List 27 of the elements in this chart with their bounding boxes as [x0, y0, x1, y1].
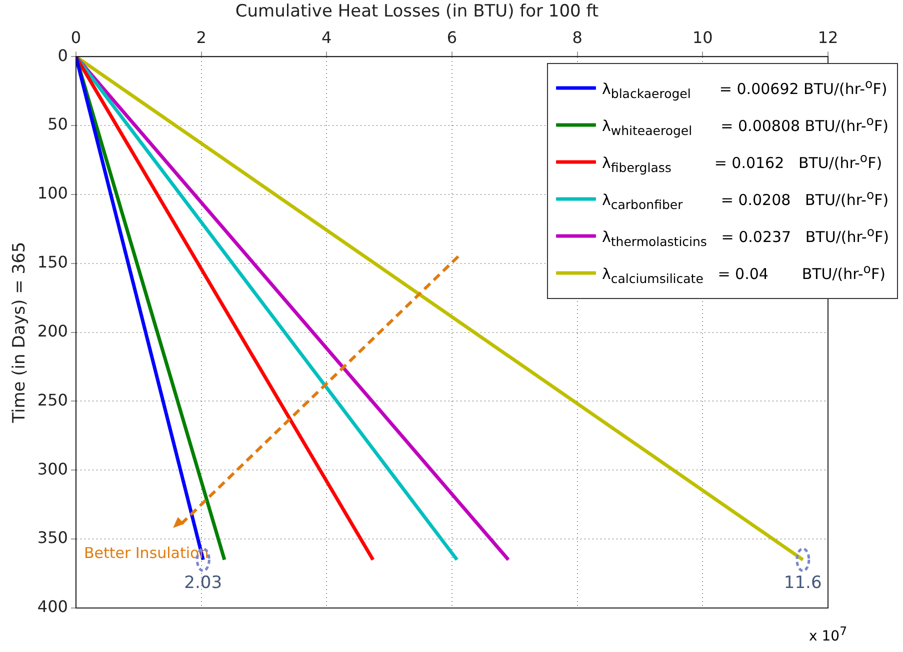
- x-tick-label: 2: [196, 28, 206, 48]
- legend-label: λ$_{thermolasticins}$ = 0.0237 BTU/(hr-$^{o}$F): [602, 224, 889, 249]
- y-tick-label: 100: [37, 184, 68, 203]
- y-tick-label: 150: [37, 252, 68, 272]
- x-tick-label: 12: [818, 28, 838, 48]
- y-tick-label: 400: [37, 597, 68, 616]
- text: λ$_{whiteaerogel}$ = 0.00808 BTU/(hr-$^{o}$F): [602, 112, 888, 138]
- x-tick-label: 8: [572, 28, 582, 48]
- y-tick-label: 300: [37, 459, 68, 478]
- legend-label: λ$_{calciumsilicate}$ = 0.04 BTU/(hr-$^{o}$F): [602, 260, 886, 286]
- x-tick-label: 10: [692, 28, 713, 48]
- x-tick-label: 0: [70, 28, 82, 48]
- text: λ$_{carbonfiber}$ = 0.0208 BTU/(hr-$^{o}$F): [602, 186, 889, 212]
- y-tick-label: 0: [58, 46, 68, 65]
- chart-title: Cumulative Heat Losses (in BTU) for 100 ft: [235, 2, 599, 22]
- annotation: 2.03: [184, 572, 222, 593]
- text: λ$_{blackaerogel}$ = 0.00692 BTU/(hr-$^{o}$F): [602, 76, 888, 101]
- x-axis-title: x 10$^{7}$: [809, 624, 847, 645]
- y-tick-label: 350: [37, 528, 68, 548]
- annotation: 11.6: [784, 572, 822, 593]
- text: λ$_{fiberglass}$ = 0.0162 BTU/(hr-$^{o}$F): [602, 150, 882, 175]
- x-tick-label: 4: [322, 28, 332, 48]
- y-axis-title: Time (in Days) = 365: [10, 242, 30, 424]
- y-tick-label: 200: [37, 321, 68, 340]
- y-tick-label: 50: [48, 114, 68, 134]
- y-tick-label: 250: [37, 390, 68, 410]
- x-tick-label: 6: [446, 28, 458, 48]
